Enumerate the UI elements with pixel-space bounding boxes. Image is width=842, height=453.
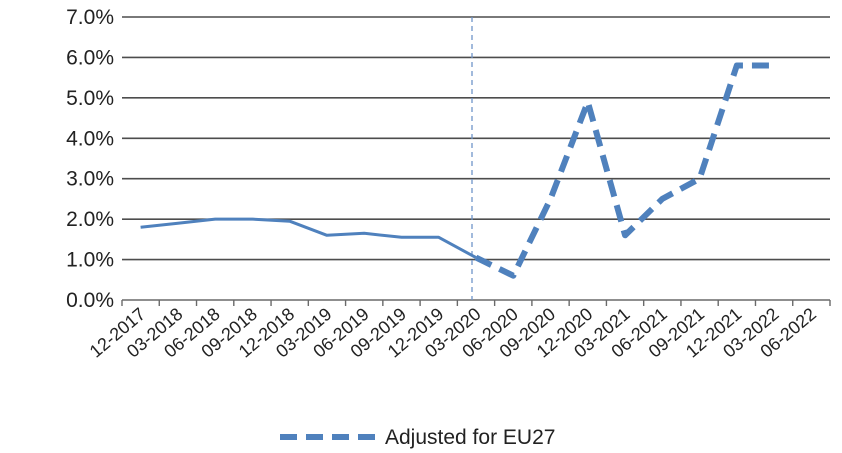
y-tick-label: 6.0% [66, 46, 114, 69]
gridlines [122, 16, 830, 261]
y-tick-label: 2.0% [66, 208, 114, 231]
y-tick-label: 0.0% [66, 289, 114, 312]
series-line-dashed [474, 62, 775, 279]
x-axis: 12-201703-201806-201809-201812-201803-20… [86, 299, 831, 362]
legend: Adjusted for EU27 [280, 426, 555, 449]
series-line-solid [140, 217, 477, 259]
y-tick-label: 5.0% [66, 87, 114, 110]
y-tick-label: 1.0% [66, 249, 114, 272]
y-tick-label: 3.0% [66, 168, 114, 191]
y-tick-label: 7.0% [66, 6, 114, 29]
y-tick-label: 4.0% [66, 127, 114, 150]
legend-label: Adjusted for EU27 [385, 426, 555, 449]
series-layer [140, 62, 775, 279]
y-axis: 0.0% 1.0% 2.0% 3.0% 4.0% 5.0% 6.0% 7.0% [66, 6, 114, 312]
